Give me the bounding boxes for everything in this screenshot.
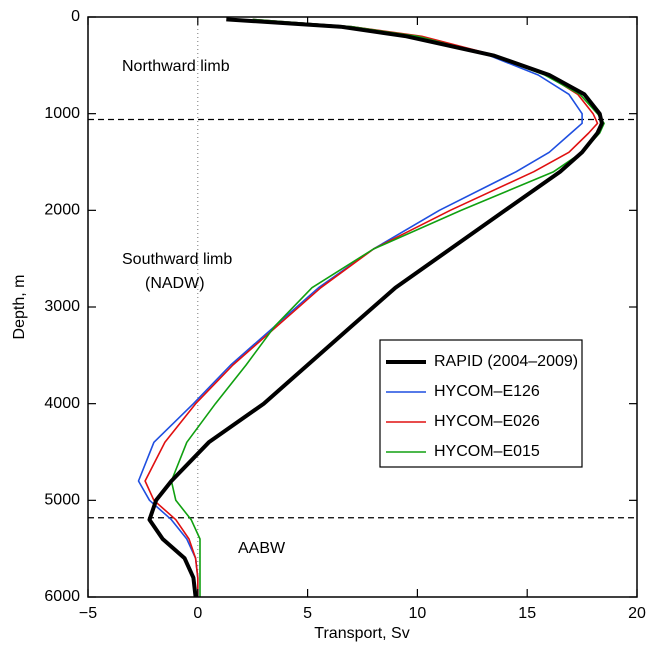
series-line xyxy=(137,18,583,597)
x-tick-label: 5 xyxy=(303,605,312,622)
series-line xyxy=(147,17,604,598)
x-tick-label: 0 xyxy=(193,605,202,622)
x-axis-label: Transport, Sv xyxy=(314,625,409,642)
y-tick-label: 3000 xyxy=(44,298,80,315)
y-tick-label: 1000 xyxy=(44,105,80,122)
annotation: Northward limb xyxy=(122,58,230,75)
legend-label: HYCOM–E026 xyxy=(434,413,540,430)
y-tick-label: 5000 xyxy=(44,492,80,509)
y-tick-label: 6000 xyxy=(44,588,80,605)
x-tick-label: 10 xyxy=(409,605,427,622)
x-tick-label: 15 xyxy=(518,605,536,622)
x-tick-label: −5 xyxy=(79,605,97,622)
y-tick-label: 2000 xyxy=(44,202,80,219)
series-line xyxy=(170,18,605,597)
x-tick-label: 20 xyxy=(628,605,646,622)
plot-frame xyxy=(87,16,638,598)
annotation: AABW xyxy=(238,540,286,557)
y-tick-label: 0 xyxy=(71,8,80,25)
legend-label: HYCOM–E126 xyxy=(434,383,540,400)
annotation: (NADW) xyxy=(145,275,205,292)
y-axis-label: Depth, m xyxy=(11,275,28,340)
legend-label: HYCOM–E015 xyxy=(434,443,540,460)
annotation: Southward limb xyxy=(122,251,232,268)
y-tick-label: 4000 xyxy=(44,395,80,412)
legend-label: RAPID (2004–2009) xyxy=(434,353,578,370)
